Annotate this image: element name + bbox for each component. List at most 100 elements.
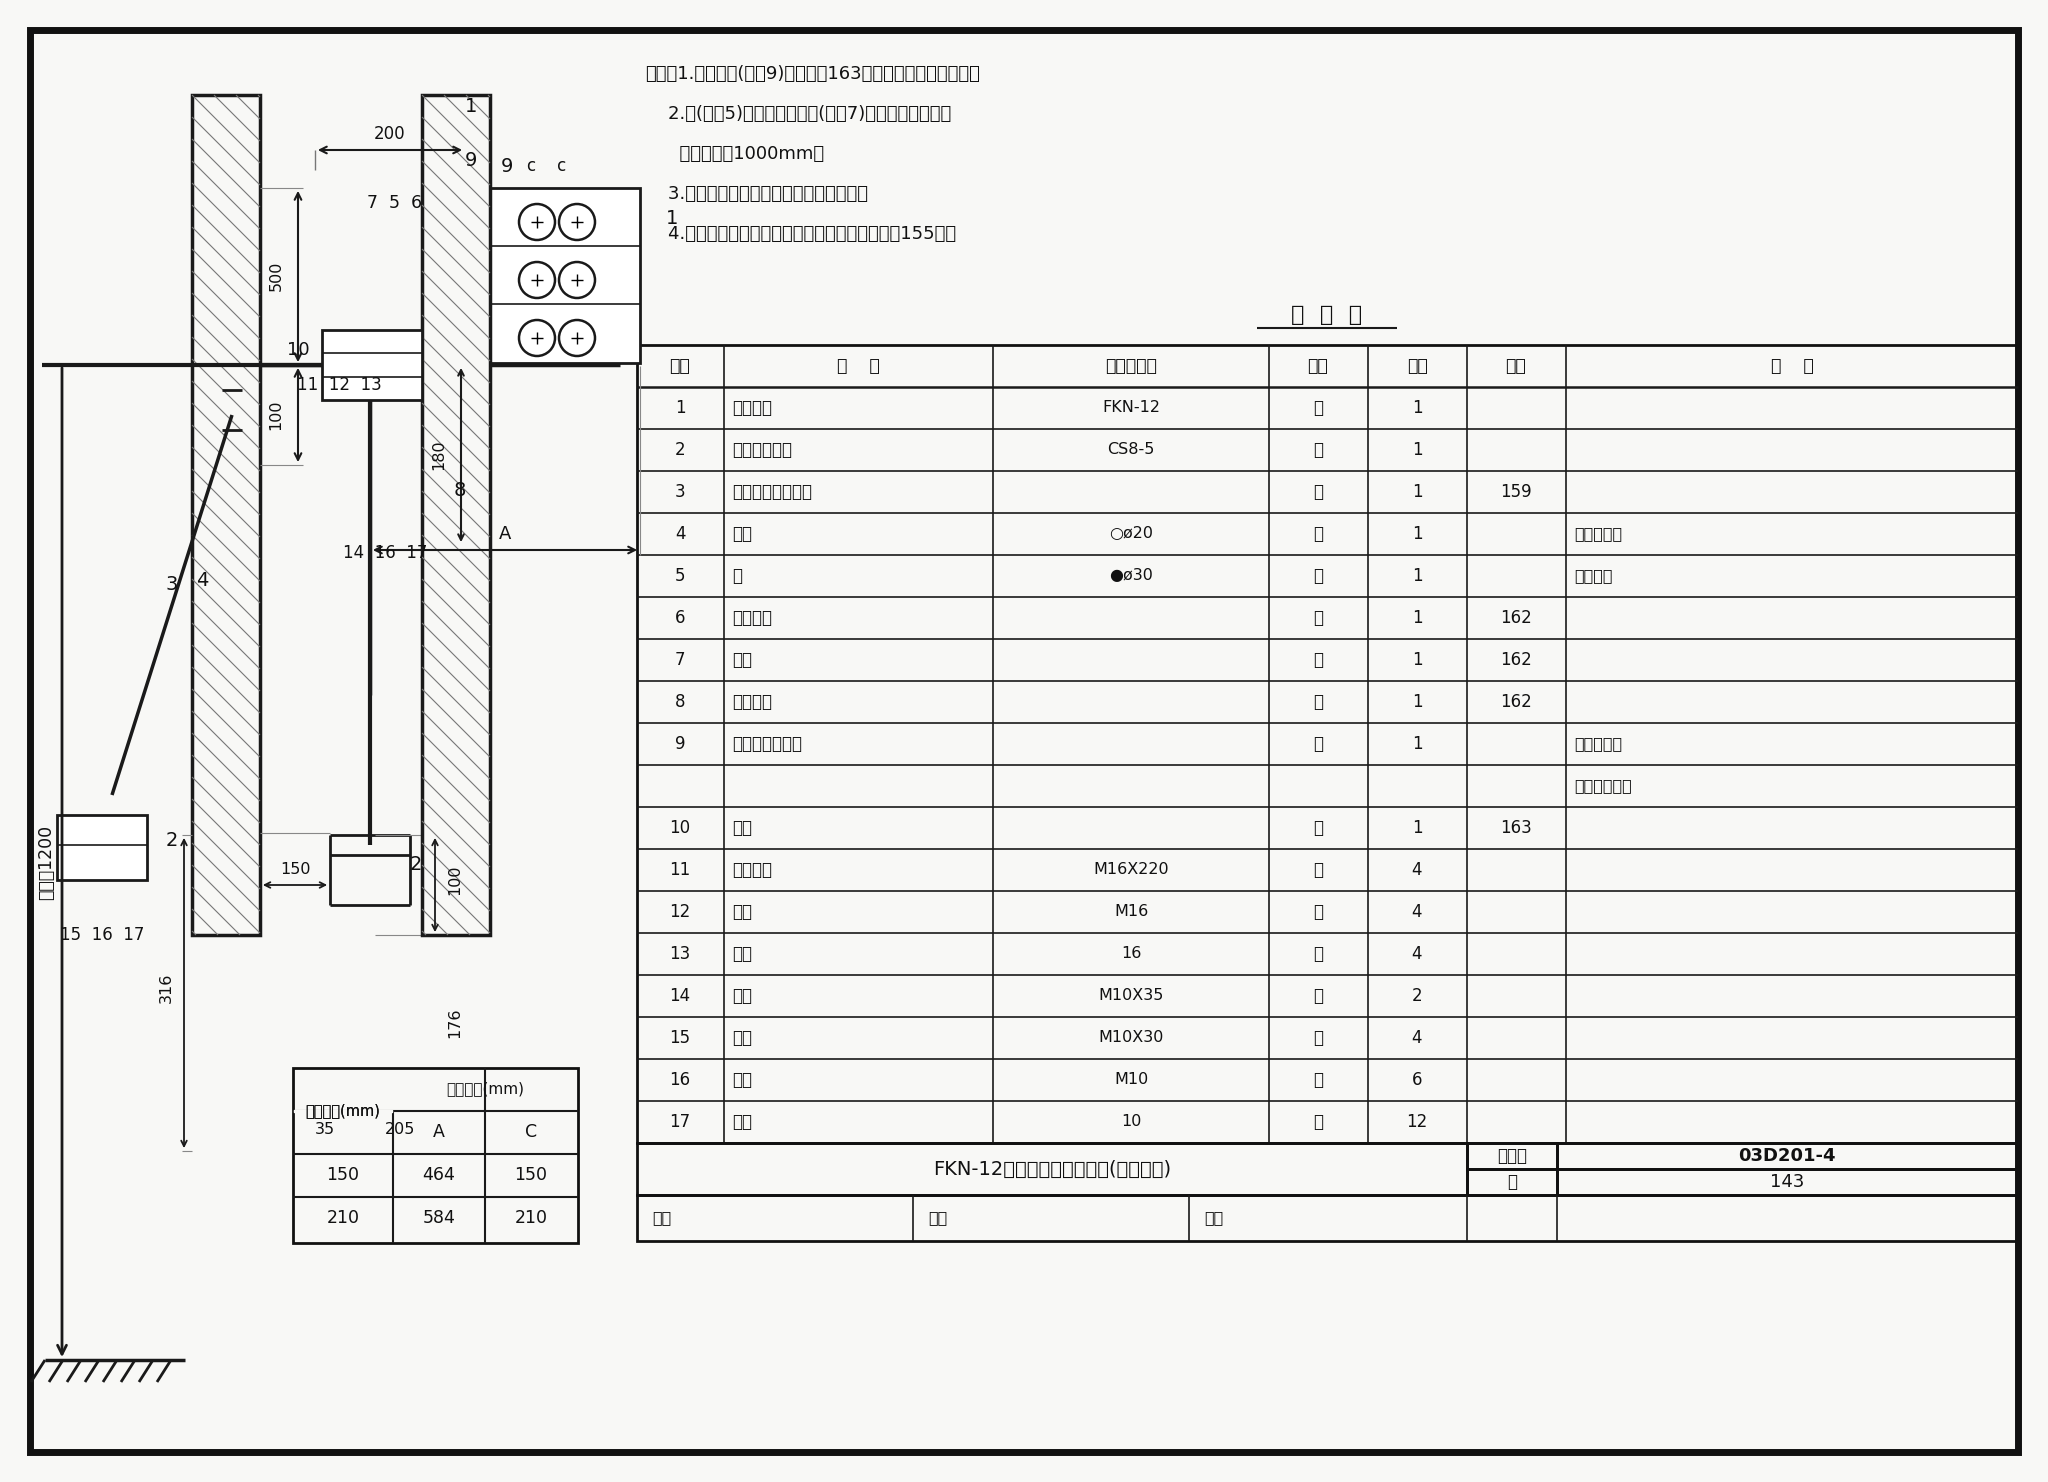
Text: 个: 个 [1313,946,1323,963]
Text: 4.负荷开关也可安装在墙上的支架上，支架见第155页。: 4.负荷开关也可安装在墙上的支架上，支架见第155页。 [645,225,956,243]
Text: 根: 根 [1313,651,1323,668]
Text: 台: 台 [1313,442,1323,459]
Text: 1: 1 [1411,442,1421,459]
Text: 7  5  6: 7 5 6 [367,194,422,212]
Text: 1: 1 [1411,483,1421,501]
Text: 弯形拐臂随: 弯形拐臂随 [1575,737,1622,751]
Text: c    c: c c [528,157,567,175]
Text: 轴连接套: 轴连接套 [731,609,772,627]
Text: 根: 根 [1313,609,1323,627]
Text: 根: 根 [1313,525,1323,542]
Text: 操动机构安装支架: 操动机构安装支架 [731,483,811,501]
Text: 设计决定: 设计决定 [1575,569,1612,584]
Text: M16: M16 [1114,904,1149,919]
Text: 1: 1 [1411,735,1421,753]
Text: 100: 100 [268,400,283,430]
Text: 14: 14 [670,987,690,1005]
Text: 付: 付 [1313,735,1323,753]
Bar [422,95,489,935]
Text: 4: 4 [197,571,209,590]
Text: 1: 1 [465,98,477,117]
Text: 页次: 页次 [1505,357,1526,375]
Text: 1: 1 [1411,399,1421,416]
Text: 开关成套供应: 开关成套供应 [1575,778,1632,793]
Text: 1: 1 [1411,568,1421,585]
Text: 16: 16 [1120,947,1141,962]
Text: 150: 150 [514,1166,547,1184]
Bar [1556,1169,2017,1194]
Text: 03D201-4: 03D201-4 [1739,1147,1835,1165]
Text: 200: 200 [375,124,406,142]
Text: 13: 13 [670,946,690,963]
Text: 162: 162 [1499,609,1532,627]
Bar [637,1194,2017,1240]
Text: 2: 2 [410,855,422,874]
Text: CS8-5: CS8-5 [1108,443,1155,458]
Text: 个: 个 [1313,1029,1323,1046]
Text: C: C [524,1123,537,1141]
Text: 页: 页 [1507,1172,1518,1192]
Text: 150: 150 [326,1166,360,1184]
Text: 12: 12 [670,903,690,920]
Text: 5: 5 [674,568,686,585]
Text: 手力操动机构: 手力操动机构 [731,442,793,459]
Text: 轴: 轴 [731,568,741,585]
Text: 距离不超过1000mm。: 距离不超过1000mm。 [645,145,823,163]
Text: M10X30: M10X30 [1098,1030,1163,1045]
Text: 162: 162 [1499,694,1532,711]
Text: 校对: 校对 [928,1211,948,1226]
Bar [1556,1143,2017,1169]
Text: 垫圈: 垫圈 [731,946,752,963]
Text: 6: 6 [674,609,686,627]
Text: 根: 根 [1313,694,1323,711]
Text: 螺母: 螺母 [731,1071,752,1089]
Circle shape [518,205,555,240]
Text: 螺杆: 螺杆 [731,820,752,837]
Bar [57,815,147,880]
Text: 螺母: 螺母 [731,903,752,920]
Text: 个: 个 [1313,483,1323,501]
Bar [322,330,422,400]
Text: 个: 个 [1313,820,1323,837]
Circle shape [559,320,596,356]
Text: 163: 163 [1499,820,1532,837]
Text: 162: 162 [1499,651,1532,668]
Circle shape [518,320,555,356]
Text: 垫圈: 垫圈 [731,1113,752,1131]
Text: 单位: 单位 [1307,357,1329,375]
Text: 备    注: 备 注 [1772,357,1812,375]
Text: 说明：1.弯形拐臂(零件9)也可用第163页上的直叉形接头代替。: 说明：1.弯形拐臂(零件9)也可用第163页上的直叉形接头代替。 [645,65,979,83]
Circle shape [559,205,596,240]
Circle shape [559,262,596,298]
Bar [430,215,440,230]
Text: 210: 210 [326,1209,360,1227]
Text: 1: 1 [1411,820,1421,837]
Text: 长度由工程: 长度由工程 [1575,526,1622,541]
Text: 个: 个 [1313,1113,1323,1131]
Text: M16X220: M16X220 [1094,863,1169,877]
Text: 3: 3 [166,575,178,594]
Text: 9: 9 [465,151,477,169]
Bar [1466,1169,1556,1194]
Bar [1466,1143,1556,1169]
Text: 距地面1200: 距地面1200 [37,824,55,900]
Text: 个: 个 [1313,861,1323,879]
Bar [475,188,639,363]
Text: 464: 464 [422,1166,455,1184]
Text: 11  12  13: 11 12 13 [297,376,381,394]
Text: 4: 4 [1411,903,1421,920]
Text: 轴承: 轴承 [731,651,752,668]
Text: 159: 159 [1501,483,1532,501]
Text: 负荷开关: 负荷开关 [731,399,772,416]
Text: 台: 台 [1313,399,1323,416]
Text: 14  16  17: 14 16 17 [342,544,428,562]
Text: 176: 176 [449,1008,463,1039]
Text: 180: 180 [432,440,446,470]
Text: 1: 1 [674,399,686,416]
Text: 8: 8 [455,480,467,499]
Text: 安装尺寸(mm): 安装尺寸(mm) [446,1082,524,1097]
Text: 10: 10 [670,820,690,837]
Text: 100: 100 [449,865,463,895]
Text: A: A [432,1123,444,1141]
Text: 2: 2 [166,830,178,849]
